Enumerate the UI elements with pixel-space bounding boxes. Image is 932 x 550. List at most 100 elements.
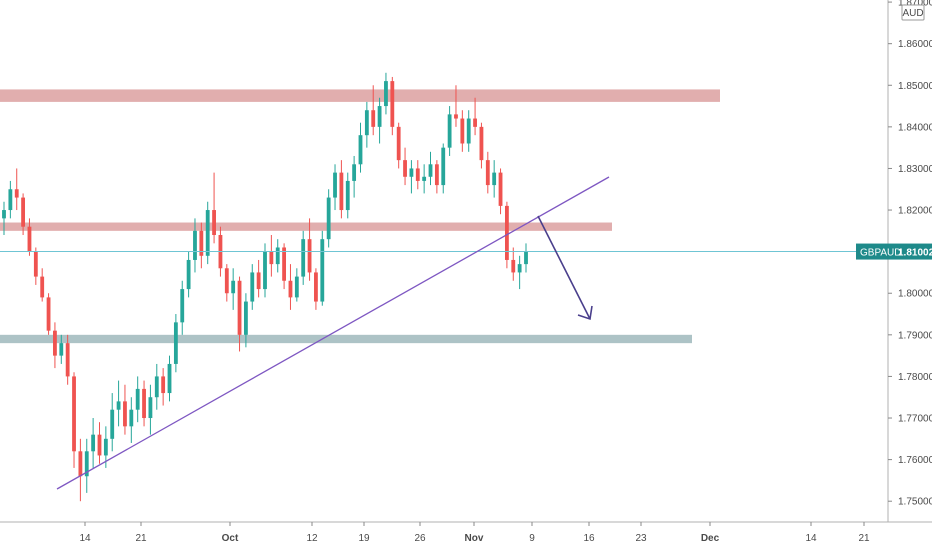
currency-badge[interactable] <box>901 4 925 21</box>
candle-body <box>116 401 121 410</box>
candle <box>161 368 166 406</box>
candle <box>447 106 452 156</box>
candle <box>409 160 414 194</box>
candle <box>46 293 51 335</box>
candle <box>27 218 32 256</box>
candle-body <box>135 388 140 410</box>
candle <box>288 264 293 310</box>
x-tick-label: 21 <box>858 533 870 544</box>
candle <box>2 201 6 236</box>
candle-body <box>91 434 96 452</box>
candle-body <box>524 251 528 265</box>
x-tick-label: 23 <box>635 533 647 544</box>
candle <box>345 172 350 219</box>
candle-body <box>314 272 318 302</box>
support-zone[interactable] <box>0 334 692 344</box>
x-tick-label: 12 <box>306 533 318 544</box>
candle <box>333 164 337 211</box>
candle-body <box>364 110 369 136</box>
y-tick-label: 1.83000 <box>898 164 932 175</box>
candle <box>403 147 407 186</box>
candle-body <box>154 376 159 398</box>
candle-body <box>326 197 331 240</box>
candle <box>415 160 420 190</box>
resistance-zone[interactable] <box>0 222 612 231</box>
bearish-arrow[interactable] <box>537 215 591 320</box>
trendline[interactable] <box>56 176 610 490</box>
candle <box>314 268 318 310</box>
candle <box>135 376 140 423</box>
candle <box>454 85 458 127</box>
candle-body <box>46 297 51 331</box>
candle-body <box>224 268 229 294</box>
resistance-zone[interactable] <box>0 89 720 102</box>
y-tick-label: 1.76000 <box>898 455 932 466</box>
candle <box>326 189 331 248</box>
candle <box>339 160 344 219</box>
candle <box>224 264 229 302</box>
y-tick-label: 1.78000 <box>898 372 932 383</box>
candle <box>186 251 191 298</box>
candle-body <box>59 343 64 356</box>
candle-body <box>21 197 26 227</box>
candle <box>434 160 439 194</box>
candle <box>180 280 185 335</box>
candle <box>422 164 427 194</box>
candle <box>517 255 522 290</box>
candle-body <box>441 147 446 186</box>
candle <box>142 380 146 427</box>
candle <box>479 122 484 169</box>
candle <box>91 418 96 468</box>
candle-body <box>428 164 433 177</box>
candle-body <box>517 264 522 273</box>
candle-body <box>269 251 274 265</box>
candle <box>473 97 477 136</box>
candle <box>282 243 287 290</box>
candle-body <box>2 210 6 219</box>
candle-body <box>243 301 248 335</box>
candle-body <box>53 330 57 356</box>
candle <box>358 122 363 173</box>
y-tick-label: 1.85000 <box>898 81 932 92</box>
x-tick-label: Oct <box>222 533 239 544</box>
candle-body <box>479 126 484 161</box>
x-tick-label: 9 <box>529 533 535 544</box>
candle-body <box>473 118 477 127</box>
candle-body <box>199 230 204 256</box>
candle-body <box>454 114 458 119</box>
candle <box>123 384 127 435</box>
candle-body <box>8 189 13 211</box>
candle-body <box>345 180 350 211</box>
candle <box>269 235 274 277</box>
candle-body <box>173 322 178 364</box>
symbol-label: GBPAUD <box>860 248 902 259</box>
x-tick-label: 14 <box>79 533 91 544</box>
y-tick-label: 1.75000 <box>898 497 932 508</box>
candle-body <box>434 164 439 186</box>
candle <box>167 355 172 402</box>
candle-body <box>263 251 267 290</box>
candle-body <box>129 409 134 427</box>
candle <box>466 110 471 152</box>
candle <box>485 151 490 194</box>
candle-body <box>403 160 407 177</box>
candle-body <box>212 210 216 236</box>
candle <box>78 438 83 502</box>
candle-body <box>186 259 191 290</box>
candle <box>460 110 465 152</box>
x-tick-label: 26 <box>414 533 426 544</box>
candle-body <box>142 388 146 419</box>
candle <box>110 393 115 452</box>
candle <box>396 122 401 169</box>
candle-body <box>415 168 420 181</box>
candle <box>243 293 248 348</box>
candle <box>377 97 382 144</box>
candle <box>59 334 64 364</box>
candle <box>492 160 497 198</box>
candle-body <box>14 189 19 198</box>
candle-body <box>72 376 76 452</box>
zones-layer <box>0 89 720 344</box>
currency-label: AUD <box>902 8 923 19</box>
